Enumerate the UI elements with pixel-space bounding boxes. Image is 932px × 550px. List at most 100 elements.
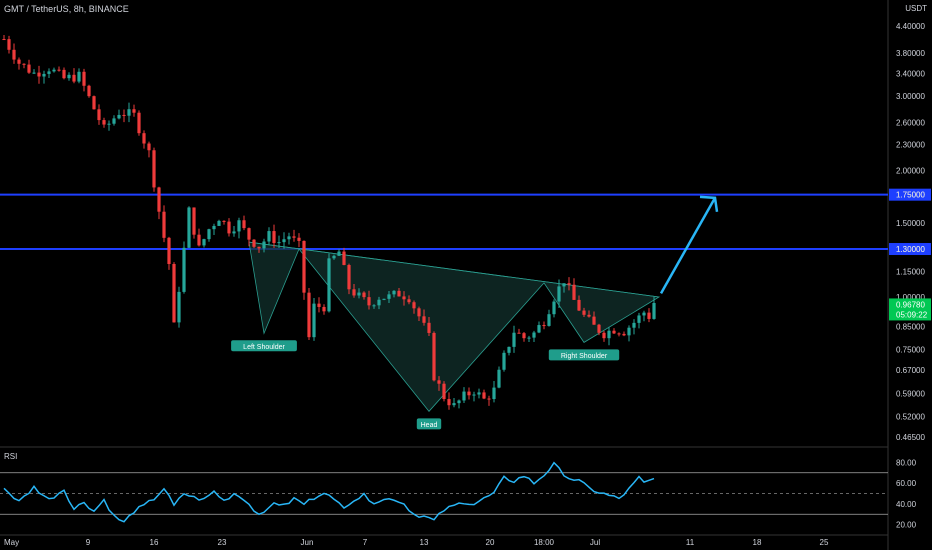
candle-body — [187, 207, 191, 248]
candle-body — [172, 263, 176, 323]
rsi-line — [3, 461, 655, 523]
candle-body — [447, 399, 451, 406]
rsi-tick-label: 40.00 — [896, 500, 917, 509]
level-price-label: 1.75000 — [896, 191, 925, 200]
rsi-tick-label: 20.00 — [896, 521, 917, 530]
candle-body — [107, 123, 111, 125]
candle-body — [22, 63, 26, 65]
candle-body — [582, 310, 586, 315]
candle-body — [242, 220, 246, 229]
candle-body — [607, 330, 611, 339]
current-price-label: 0.96780 — [896, 300, 925, 309]
price-tick-label: 0.85000 — [896, 323, 925, 332]
candle-body — [202, 239, 206, 246]
candle-body — [337, 251, 341, 256]
time-tick-label: 18 — [753, 538, 762, 547]
horizontal-levels[interactable]: 1.75000 1.30000 — [0, 188, 931, 256]
grid-lines — [0, 0, 889, 550]
annotation-label: Left Shoulder — [243, 344, 285, 351]
candle-body — [382, 298, 386, 300]
candle-body — [617, 333, 621, 335]
candle-body — [227, 221, 231, 234]
candle-body — [77, 71, 81, 82]
candle-body — [467, 391, 471, 396]
price-axis[interactable]: 4.40000 3.80000 3.40000 3.00000 2.60000 2.300… — [889, 22, 931, 442]
time-tick-label: Jul — [590, 538, 600, 547]
candle-body — [97, 109, 101, 121]
candle-body — [222, 220, 226, 222]
candle-body — [567, 283, 571, 285]
candle-body — [562, 283, 566, 287]
candle-body — [587, 314, 591, 317]
candle-body — [492, 387, 496, 400]
pattern-annotations: Left Shoulder Head Right Shoulder — [231, 340, 620, 430]
time-tick-label: 25 — [820, 538, 829, 547]
candle-body — [477, 392, 481, 395]
candle-body — [417, 308, 421, 317]
candle-body — [387, 294, 391, 299]
candle-body — [412, 302, 416, 309]
time-tick-label: 16 — [150, 538, 159, 547]
candle-body — [67, 74, 71, 79]
candle-body — [7, 39, 11, 50]
candle-body — [292, 236, 296, 238]
candle-body — [257, 246, 261, 249]
candle-body — [87, 85, 91, 97]
candle-body — [192, 207, 196, 235]
time-tick-label: 13 — [420, 538, 429, 547]
candle-body — [552, 301, 556, 315]
candle-body — [432, 332, 436, 381]
candle-body — [247, 228, 251, 240]
candle-body — [597, 324, 601, 333]
candle-body — [277, 242, 281, 244]
candle-body — [352, 289, 356, 296]
rsi-pane: 80.00 60.00 40.00 20.00 — [0, 458, 917, 530]
annotation-label: Head — [421, 422, 438, 429]
time-tick-label: May — [4, 538, 19, 547]
projection-arrow[interactable] — [659, 195, 719, 294]
candle-body — [157, 187, 161, 212]
candle-body — [217, 220, 221, 226]
candle-body — [572, 284, 576, 300]
candle-body — [122, 114, 126, 116]
candle-body — [612, 330, 616, 334]
candle-body — [342, 251, 346, 265]
candle-body — [302, 240, 306, 293]
candles — [2, 34, 656, 410]
candle-body — [147, 143, 151, 151]
candle-body — [282, 239, 286, 243]
time-tick-label: 23 — [218, 538, 227, 547]
candle-body — [402, 296, 406, 300]
price-tick-label: 3.80000 — [896, 49, 925, 58]
candle-body — [272, 231, 276, 244]
candle-body — [112, 118, 116, 124]
candle-body — [132, 109, 136, 113]
candle-body — [2, 39, 6, 41]
candle-body — [377, 299, 381, 306]
rsi-title: RSI — [4, 452, 18, 461]
pattern-drawing[interactable] — [248, 241, 661, 412]
level-price-label: 1.30000 — [896, 245, 925, 254]
candle-body — [452, 403, 456, 406]
price-tick-label: 1.30000 — [896, 245, 925, 254]
candle-body — [652, 302, 656, 319]
candle-body — [237, 220, 241, 232]
price-tick-label: 1.75000 — [896, 191, 925, 200]
price-tick-label: 3.00000 — [896, 92, 925, 101]
annotation-badge — [548, 349, 620, 361]
candle-body — [37, 72, 41, 77]
candle-body — [457, 400, 461, 404]
candle-body — [142, 133, 146, 144]
level-price-tag — [889, 243, 931, 256]
candle-body — [177, 291, 181, 323]
time-axis[interactable]: May 9 16 23 Jun 7 13 20 18:00 Jul 11 18 25 — [4, 538, 829, 547]
candle-body — [232, 231, 236, 234]
annotation-badge — [416, 418, 442, 430]
candle-body — [152, 150, 156, 188]
candle-body — [32, 72, 36, 74]
candle-body — [82, 71, 86, 86]
candle-body — [47, 71, 51, 74]
candle-body — [102, 120, 106, 125]
price-tick-label: 3.40000 — [896, 69, 925, 78]
